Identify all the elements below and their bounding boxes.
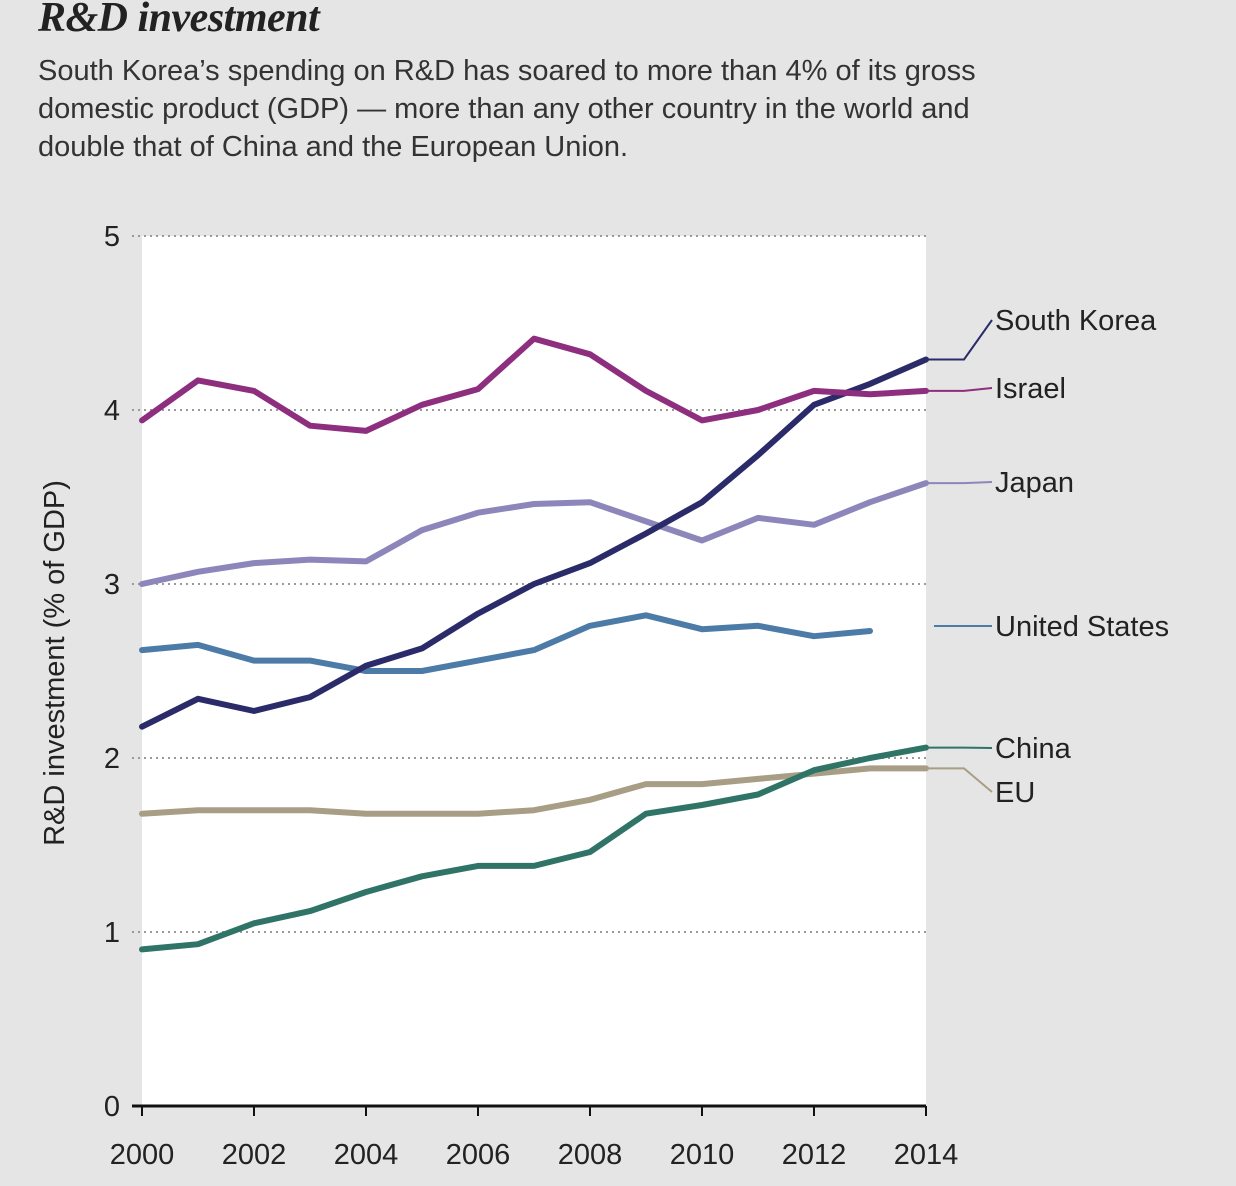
legend-label-united-states: United States: [995, 611, 1169, 643]
legend-leader-south-korea: [926, 319, 993, 361]
series-line-israel: [139, 335, 929, 434]
x-tick-label: 2006: [446, 1139, 511, 1171]
legend-label-south-korea: South Korea: [995, 305, 1157, 337]
y-tick-label: 0: [104, 1091, 120, 1123]
series-line-united-states: [139, 612, 873, 674]
x-tick-label: 2008: [558, 1139, 623, 1171]
plot-area: [142, 236, 926, 1106]
y-tick-label: 2: [104, 743, 120, 775]
x-tick-label: 2000: [110, 1139, 175, 1171]
legend-label-eu: EU: [995, 777, 1035, 809]
legend-label-japan: Japan: [995, 467, 1074, 499]
x-tick-label: 2002: [222, 1139, 287, 1171]
x-tick-label: 2014: [894, 1139, 959, 1171]
x-tick-label: 2004: [334, 1139, 399, 1171]
series-line-south-korea: [139, 356, 929, 730]
legend-leader-israel: [926, 387, 993, 392]
chart-title: R&D investment: [38, 0, 320, 41]
y-tick-label: 5: [104, 221, 120, 253]
series-line-china: [139, 744, 929, 953]
legend-leader-eu: [926, 767, 993, 793]
x-tick-label: 2012: [782, 1139, 847, 1171]
y-tick-label: 1: [104, 917, 120, 949]
legend-label-china: China: [995, 733, 1072, 765]
y-tick-label: 3: [104, 569, 120, 601]
y-tick-label: 4: [104, 395, 120, 427]
series-line-japan: [139, 480, 929, 587]
y-axis-title: R&D investment (% of GDP): [39, 480, 71, 846]
legend-label-israel: Israel: [995, 373, 1066, 405]
x-tick-label: 2010: [670, 1139, 735, 1171]
chart-subtitle: South Korea’s spending on R&D has soared…: [38, 55, 976, 163]
legend-leader-japan: [926, 481, 993, 485]
